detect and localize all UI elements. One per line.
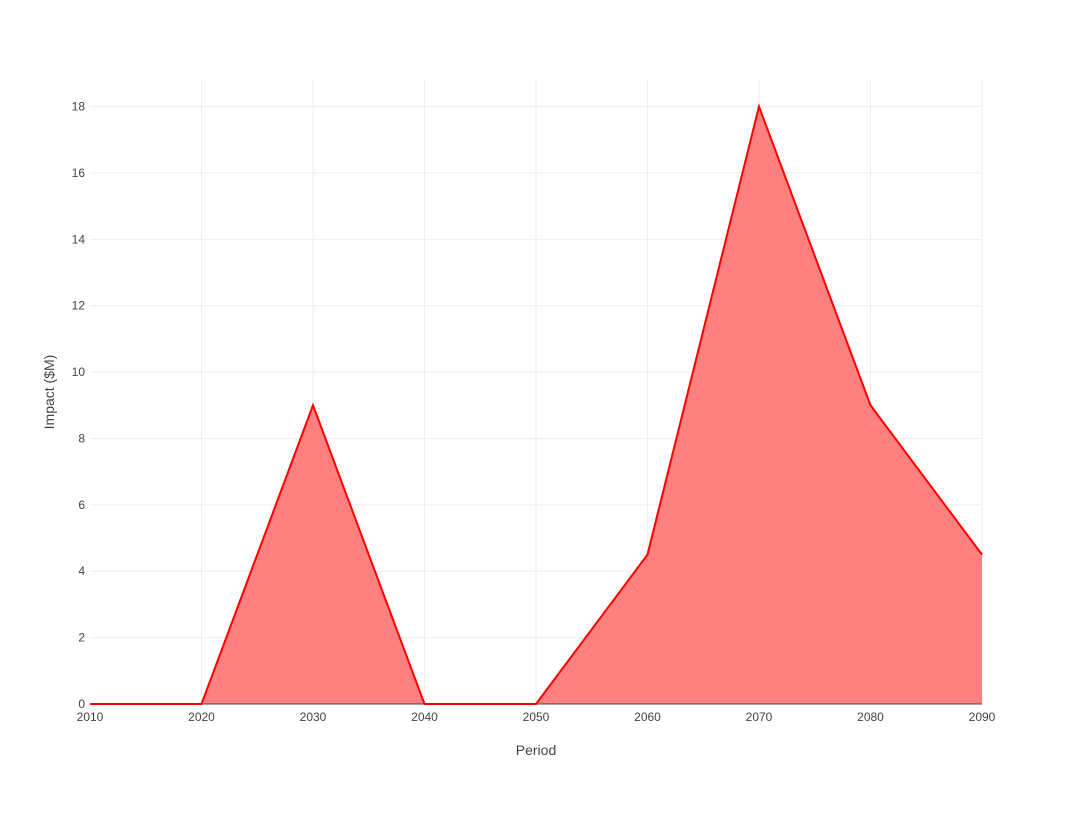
x-tick-label: 2010 bbox=[77, 710, 104, 724]
plot-area bbox=[90, 103, 983, 705]
y-tick-label: 8 bbox=[78, 431, 85, 445]
y-tick-label: 12 bbox=[72, 299, 86, 313]
y-tick-label: 6 bbox=[78, 498, 85, 512]
x-tick-label: 2090 bbox=[969, 710, 996, 724]
x-tick-label: 2070 bbox=[746, 710, 773, 724]
x-axis-title: Period bbox=[516, 742, 556, 758]
y-tick-label: 14 bbox=[72, 232, 86, 246]
y-tick-label: 4 bbox=[78, 564, 85, 578]
y-tick-label: 2 bbox=[78, 631, 85, 645]
series-line bbox=[90, 103, 983, 705]
y-tick-label: 18 bbox=[72, 100, 86, 114]
x-tick-label: 2080 bbox=[857, 710, 884, 724]
x-tick-label: 2030 bbox=[300, 710, 327, 724]
x-tick-label: 2040 bbox=[411, 710, 438, 724]
y-tick-label: 0 bbox=[78, 697, 85, 711]
x-axis-ticks: 2010 2020 2030 2040 2050 2060 2070 2080 2090 bbox=[77, 710, 996, 724]
x-tick-label: 2050 bbox=[523, 710, 550, 724]
series-area-fill bbox=[90, 106, 982, 705]
y-tick-label: 10 bbox=[72, 365, 86, 379]
y-axis-title: Impact ($M) bbox=[41, 355, 57, 430]
x-tick-label: 2020 bbox=[188, 710, 215, 724]
y-axis-ticks: 0 2 4 6 8 10 12 14 16 18 bbox=[72, 100, 86, 711]
x-tick-label: 2060 bbox=[634, 710, 661, 724]
y-tick-label: 16 bbox=[72, 166, 86, 180]
